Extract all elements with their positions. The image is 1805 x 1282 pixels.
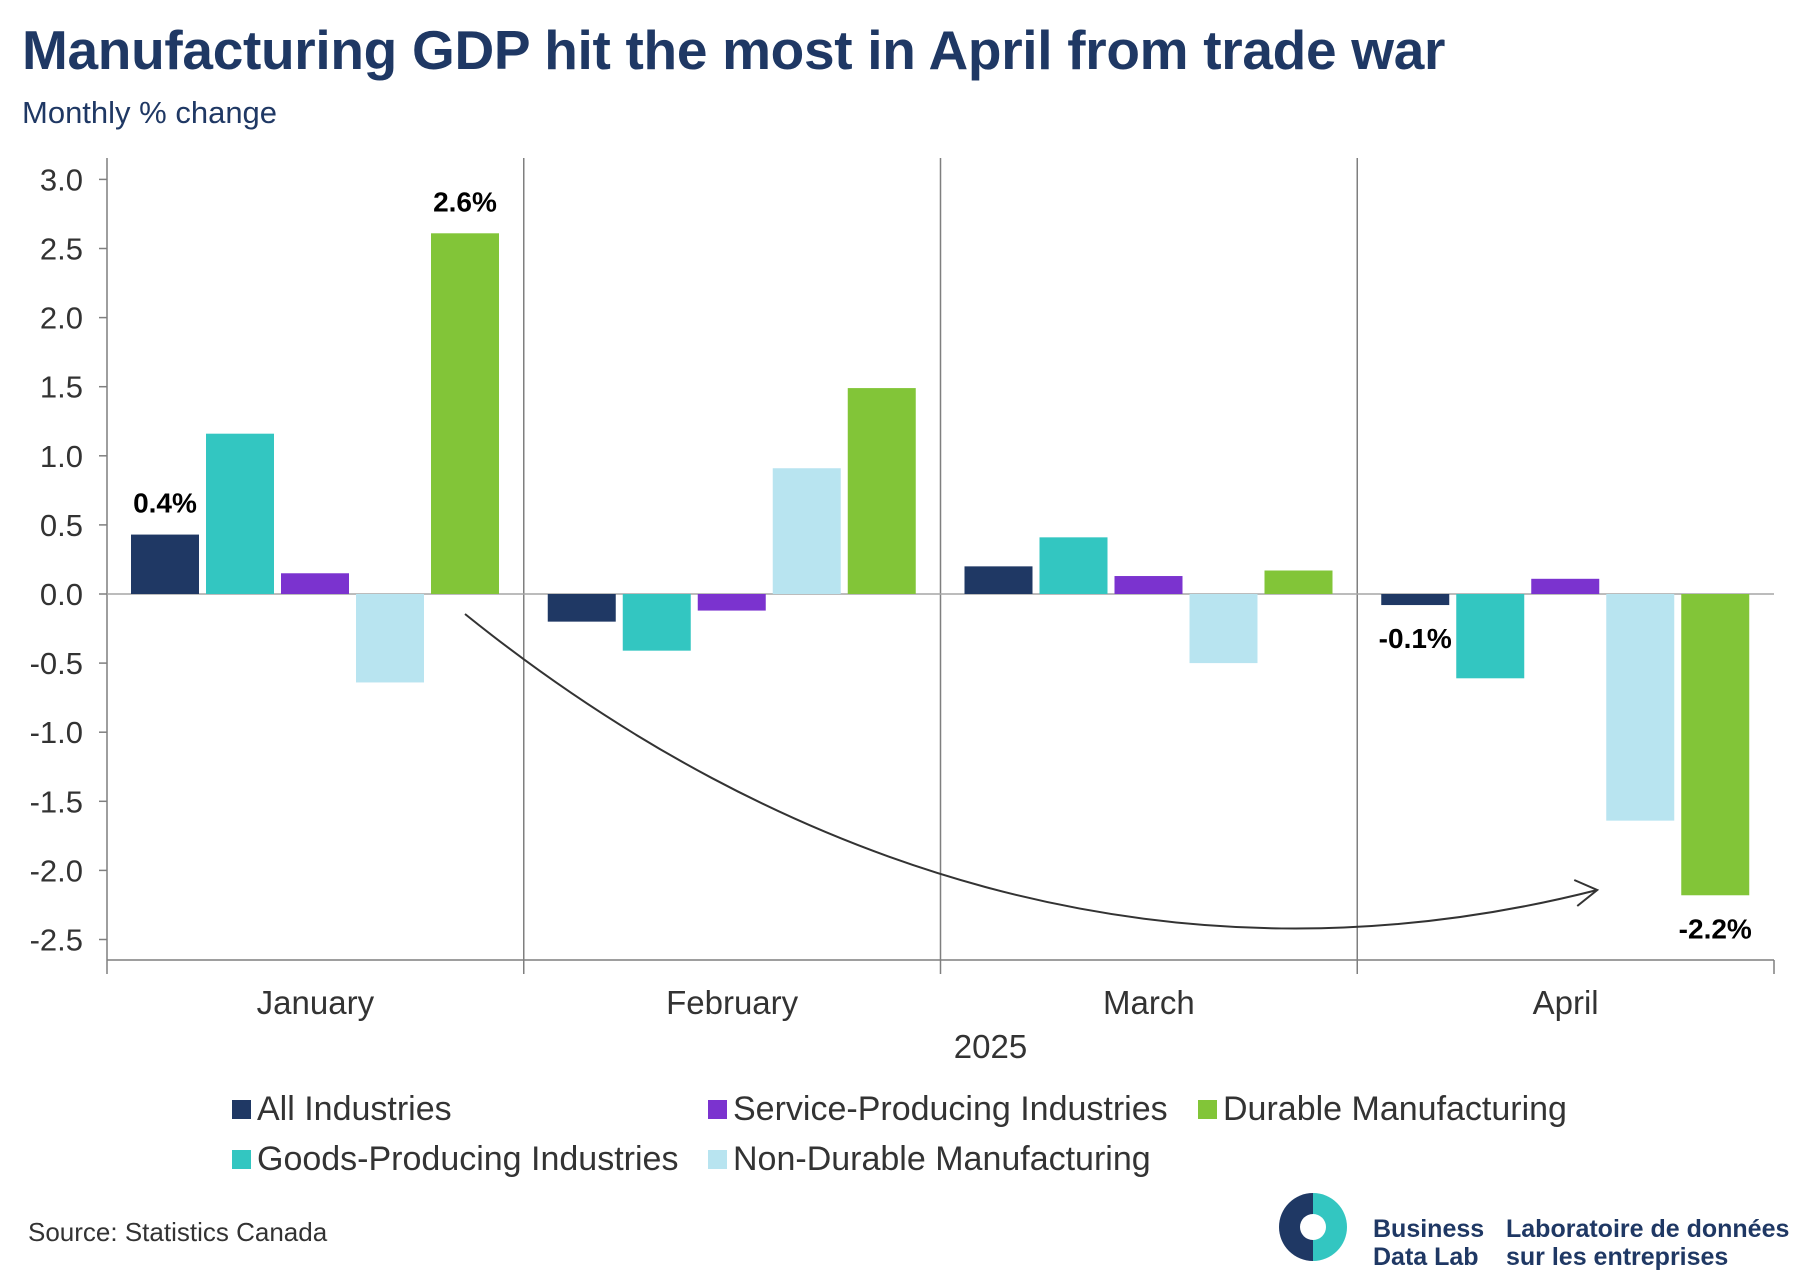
bar-all-industries-february — [547, 594, 616, 622]
legend-swatch — [708, 1100, 727, 1119]
chart-title: Manufacturing GDP hit the most in April … — [22, 19, 1446, 81]
bar-service-producing-industries-january — [281, 573, 349, 594]
y-tick-label: -1.5 — [30, 784, 83, 819]
bar-service-producing-industries-february — [697, 594, 766, 611]
data-label: -0.1% — [1379, 623, 1452, 654]
bar-non-durable-manufacturing-march — [1189, 594, 1258, 664]
legend-item-goods-producing: Goods-Producing Industries — [232, 1140, 678, 1179]
legend-item-durable-manufacturing: Durable Manufacturing — [1198, 1090, 1567, 1129]
logo-fr-line2: sur les entreprises — [1506, 1243, 1729, 1271]
bar-durable-manufacturing-january — [431, 233, 499, 594]
y-tick-label: 1.5 — [40, 370, 83, 405]
bar-service-producing-industries-march — [1114, 576, 1183, 594]
legend-swatch — [232, 1150, 251, 1169]
y-tick-label: -2.5 — [30, 923, 83, 958]
legend-label: Service-Producing Industries — [733, 1090, 1168, 1128]
legend-item-non-durable-manufacturing: Non-Durable Manufacturing — [708, 1140, 1151, 1179]
business-data-lab-logo — [1279, 1193, 1347, 1261]
x-category-label-april: April — [1533, 984, 1599, 1021]
logo-text-fr: Laboratoire de données sur les entrepris… — [1506, 1215, 1789, 1271]
legend-swatch — [232, 1100, 251, 1119]
bar-all-industries-march — [964, 566, 1033, 594]
source-note: Source: Statistics Canada — [28, 1217, 328, 1247]
bar-durable-manufacturing-april — [1681, 594, 1750, 896]
bar-non-durable-manufacturing-february — [772, 468, 841, 594]
trend-arrow-head — [1573, 879, 1600, 907]
bar-all-industries-january — [131, 534, 199, 594]
y-tick-label: -0.5 — [30, 646, 83, 681]
y-tick-label: -2.0 — [30, 853, 83, 888]
logo-fr-line1: Laboratoire de données — [1506, 1215, 1790, 1243]
bar-goods-producing-industries-april — [1456, 594, 1525, 679]
logo-en-line2: Data Lab — [1373, 1243, 1479, 1271]
legend-item-all-industries: All Industries — [232, 1090, 452, 1129]
x-category-label-february: February — [666, 984, 799, 1021]
chart-subtitle: Monthly % change — [22, 95, 278, 130]
bar-all-industries-april — [1381, 594, 1450, 606]
x-category-label-march: March — [1103, 984, 1195, 1021]
legend-item-service-producing: Service-Producing Industries — [708, 1090, 1168, 1129]
trend-arrow — [464, 613, 1598, 930]
y-tick-label: 0.0 — [40, 577, 83, 612]
legend-swatch — [708, 1150, 727, 1169]
bar-goods-producing-industries-march — [1039, 537, 1108, 594]
y-tick-label: -1.0 — [30, 715, 83, 750]
legend-label: Goods-Producing Industries — [257, 1140, 679, 1178]
y-tick-label: 2.0 — [40, 301, 83, 336]
bar-goods-producing-industries-february — [622, 594, 691, 651]
legend-label: Durable Manufacturing — [1223, 1090, 1567, 1128]
y-tick-label: 1.0 — [40, 439, 83, 474]
legend-label: All Industries — [257, 1090, 452, 1128]
y-tick-label: 0.5 — [40, 508, 83, 543]
data-label: 2.6% — [433, 186, 497, 217]
x-axis-title: 2025 — [954, 1028, 1027, 1060]
legend-swatch — [1198, 1100, 1217, 1119]
bar-non-durable-manufacturing-april — [1606, 594, 1675, 821]
bar-durable-manufacturing-march — [1264, 570, 1333, 594]
x-category-label-january: January — [257, 984, 375, 1021]
logo-en-line1: Business — [1373, 1215, 1485, 1243]
y-tick-label: 3.0 — [40, 162, 83, 197]
bar-goods-producing-industries-january — [206, 433, 274, 594]
bar-durable-manufacturing-february — [847, 388, 916, 594]
y-tick-label: 2.5 — [40, 232, 83, 267]
bar-service-producing-industries-april — [1531, 578, 1600, 594]
data-label: 0.4% — [133, 488, 197, 519]
data-label: -2.2% — [1679, 913, 1752, 944]
bar-non-durable-manufacturing-january — [356, 594, 424, 683]
legend-label: Non-Durable Manufacturing — [733, 1140, 1151, 1178]
logo-text-en: Business Data Lab — [1373, 1215, 1484, 1271]
bar-chart: 3.0 2.5 2.0 1.5 1.0 0.5 0.0 -0.5 -1.0 -1.5 -2.0 -2.… — [30, 158, 1775, 1060]
